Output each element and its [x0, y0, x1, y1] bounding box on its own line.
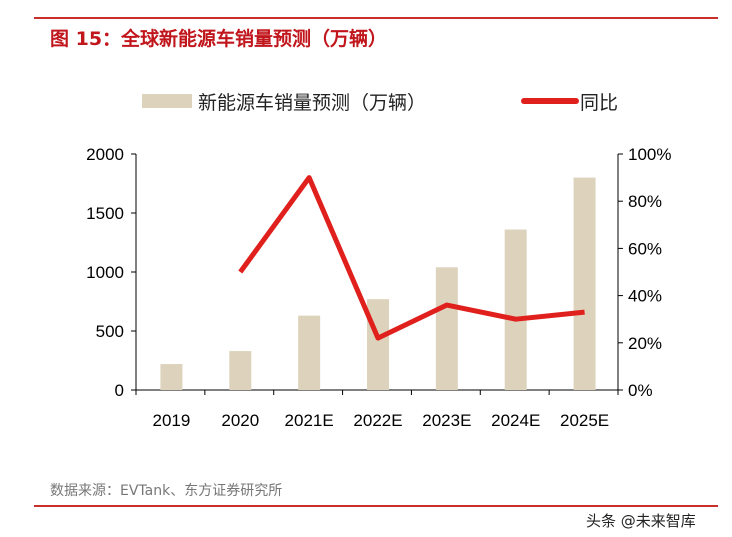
- bar-2020: [229, 351, 252, 390]
- y2-tick-label: 80%: [628, 192, 662, 211]
- yoy-line: [238, 175, 585, 341]
- bar-2022E: [367, 299, 389, 390]
- y2-tick-label: 0%: [628, 381, 653, 400]
- watermark: 头条 @未来智库: [584, 510, 698, 531]
- bottom-rule: [34, 505, 718, 507]
- x-tick-label: 2022E: [353, 411, 402, 430]
- y-tick-label: 2000: [86, 145, 124, 164]
- y-tick-label: 500: [96, 322, 124, 341]
- y-tick-label: 1000: [86, 263, 124, 282]
- bar-2025E: [573, 177, 596, 390]
- x-tick-label: 2025E: [560, 411, 609, 430]
- bar-2021E: [298, 315, 321, 390]
- legend-bar-label: 新能源车销量预测（万辆）: [198, 92, 426, 114]
- y2-tick-label: 20%: [628, 334, 662, 353]
- y-tick-label: 1500: [86, 204, 124, 223]
- legend-line-label: 同比: [580, 92, 618, 114]
- bar-2023E: [435, 267, 458, 390]
- y2-tick-label: 100%: [628, 145, 671, 164]
- source-note: 数据来源：EVTank、东方证券研究所: [50, 483, 283, 499]
- figure-title: 图 15：全球新能源车销量预测（万辆）: [50, 28, 388, 50]
- x-tick-label: 2023E: [422, 411, 471, 430]
- x-tick-label: 2019: [153, 411, 191, 430]
- y2-tick-label: 40%: [628, 287, 662, 306]
- y2-tick-label: 60%: [628, 239, 662, 258]
- x-tick-label: 2021E: [285, 411, 334, 430]
- bar-2024E: [504, 229, 527, 390]
- x-tick-label: 2024E: [491, 411, 540, 430]
- y-tick-label: 0: [115, 381, 124, 400]
- x-tick-label: 2020: [221, 411, 259, 430]
- top-rule: [34, 17, 718, 19]
- legend-bar-swatch: [142, 94, 192, 108]
- bar-2019: [160, 364, 183, 390]
